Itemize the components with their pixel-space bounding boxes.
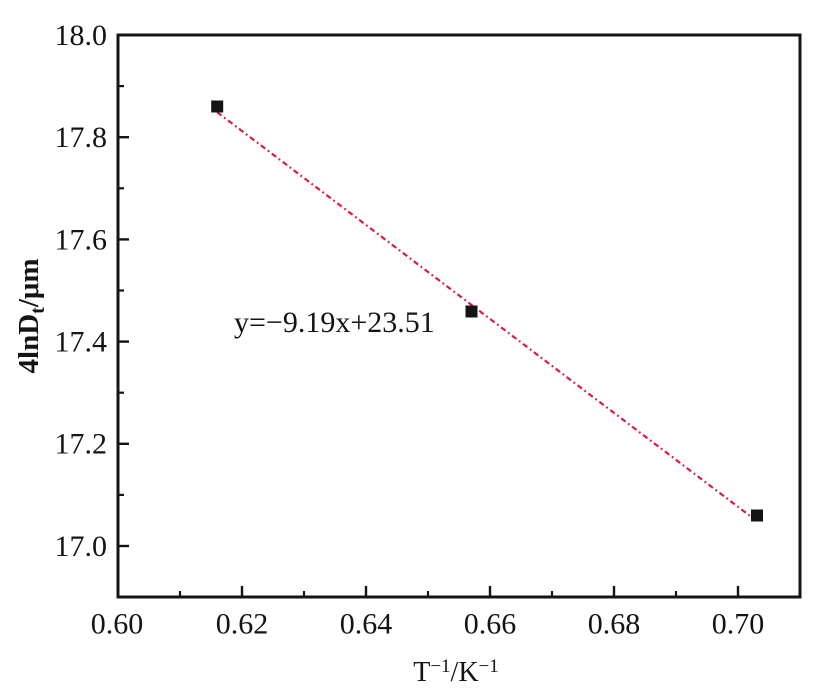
svg-text:17.2: 17.2 [55, 428, 108, 461]
svg-text:0.62: 0.62 [216, 608, 269, 641]
svg-text:4lnDt/μm: 4lnDt/μm [13, 259, 49, 374]
svg-text:T−1/K−1: T−1/K−1 [413, 656, 499, 688]
svg-text:18.0: 18.0 [55, 19, 108, 52]
svg-text:17.6: 17.6 [55, 223, 108, 256]
svg-text:y=−9.19x+23.51: y=−9.19x+23.51 [234, 306, 435, 339]
svg-text:0.68: 0.68 [588, 608, 641, 641]
svg-text:0.64: 0.64 [340, 608, 393, 641]
svg-text:17.0: 17.0 [55, 530, 108, 563]
svg-text:0.66: 0.66 [464, 608, 517, 641]
svg-text:17.4: 17.4 [55, 326, 108, 359]
svg-text:17.8: 17.8 [55, 121, 108, 154]
svg-text:0.60: 0.60 [91, 608, 144, 641]
svg-text:0.70: 0.70 [712, 608, 765, 641]
